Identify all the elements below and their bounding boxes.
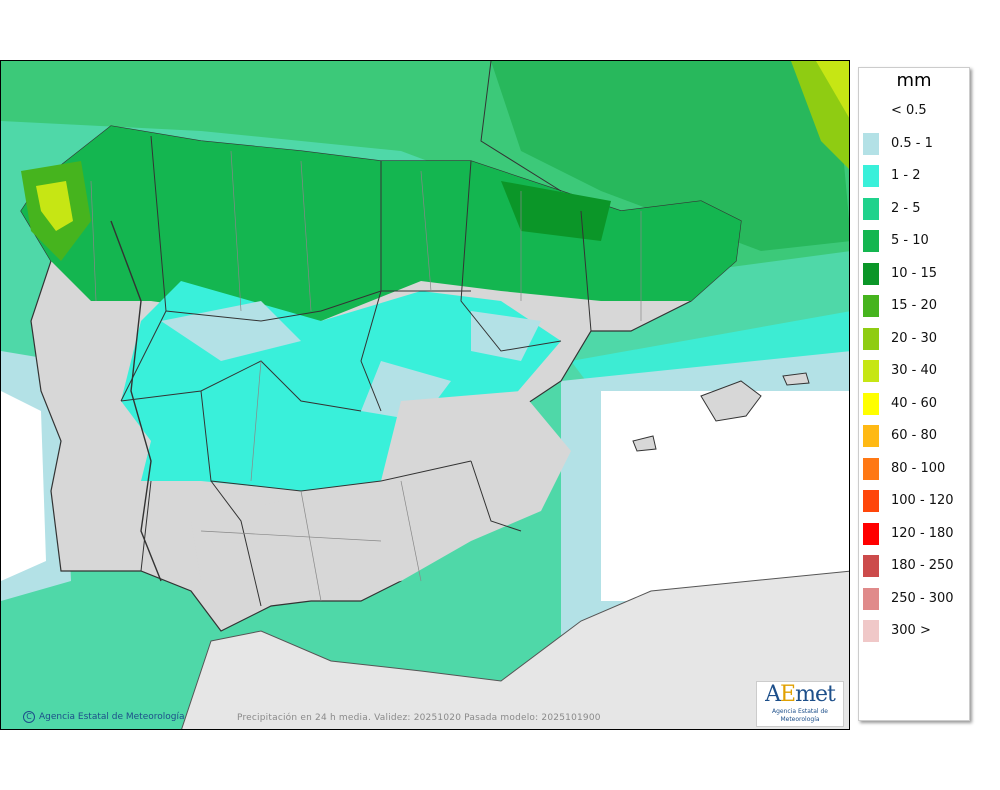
aemet-logo-word: AEmet bbox=[765, 682, 836, 707]
legend-swatch bbox=[863, 587, 879, 610]
legend-label: 10 - 15 bbox=[891, 265, 938, 281]
legend-label: 60 - 80 bbox=[891, 428, 938, 443]
precipitation-legend: mm < 0.5 0.5 - 1 1 - 2 2 - 5 5 - 10 10 - 15 15… bbox=[858, 67, 970, 721]
legend-label: 5 - 10 bbox=[891, 233, 929, 248]
legend-swatch bbox=[863, 490, 879, 512]
legend-label: 300 > bbox=[891, 623, 931, 638]
legend-swatch bbox=[863, 457, 879, 480]
legend-label: 30 - 40 bbox=[891, 363, 938, 378]
legend-label: 20 - 30 bbox=[891, 330, 938, 346]
legend-label: 80 - 100 bbox=[891, 460, 946, 476]
legend-swatch bbox=[863, 295, 879, 317]
legend-label: 15 - 20 bbox=[891, 298, 938, 313]
legend-swatch bbox=[863, 165, 879, 187]
legend-swatch bbox=[863, 197, 879, 220]
legend-swatch bbox=[863, 230, 879, 252]
mallorca-island bbox=[700, 380, 762, 422]
legend-swatch bbox=[863, 555, 879, 577]
africa-land bbox=[181, 570, 849, 729]
province-borders bbox=[90, 150, 642, 602]
france-rain bbox=[491, 61, 849, 251]
legend-swatch bbox=[863, 620, 879, 642]
legend-label: 100 - 120 bbox=[891, 493, 954, 508]
legend-unit: mm bbox=[896, 70, 932, 91]
aemet-logo-subtitle: Agencia Estatal de Meteorología bbox=[771, 708, 828, 723]
validity-text: Precipitación en 24 h media. Validez: 20… bbox=[237, 713, 601, 723]
agency-credit: C Agencia Estatal de Meteorología bbox=[23, 711, 185, 723]
legend-label: 120 - 180 bbox=[891, 525, 954, 541]
atlantic-sw-white bbox=[1, 391, 46, 581]
legend-swatch bbox=[863, 392, 879, 415]
legend-swatch bbox=[863, 360, 879, 382]
legend-swatch bbox=[863, 262, 879, 285]
legend-label: < 0.5 bbox=[891, 103, 927, 118]
menorca-island bbox=[782, 372, 810, 386]
southeast-dry bbox=[191, 391, 571, 601]
legend-swatch bbox=[863, 327, 879, 350]
legend-swatch bbox=[863, 522, 879, 545]
legend-label: 40 - 60 bbox=[891, 395, 938, 411]
central-dry-patches bbox=[161, 301, 541, 421]
map-canvas bbox=[1, 61, 849, 729]
legend-label: 2 - 5 bbox=[891, 200, 921, 216]
legend-label: 180 - 250 bbox=[891, 558, 954, 573]
pyrenees-strong bbox=[501, 181, 611, 241]
legend-swatch bbox=[863, 425, 879, 447]
legend-label: 1 - 2 bbox=[891, 168, 921, 183]
legend-label: 0.5 - 1 bbox=[891, 135, 933, 151]
legend-swatch bbox=[863, 132, 879, 155]
mediterranean-dry-2 bbox=[601, 391, 849, 601]
france-border bbox=[480, 61, 562, 192]
ibiza-island bbox=[632, 435, 657, 452]
galicia-peak bbox=[36, 181, 73, 231]
legend-label: 250 - 300 bbox=[891, 590, 954, 606]
portugal-border bbox=[110, 220, 162, 582]
precipitation-map[interactable]: C Agencia Estatal de Meteorología Precipi… bbox=[0, 60, 850, 730]
legend-swatch bbox=[863, 100, 879, 122]
copyright-icon: C bbox=[23, 711, 35, 723]
aemet-logo: AEmet Agencia Estatal de Meteorología bbox=[756, 681, 844, 727]
agency-credit-text: Agencia Estatal de Meteorología bbox=[39, 712, 185, 722]
